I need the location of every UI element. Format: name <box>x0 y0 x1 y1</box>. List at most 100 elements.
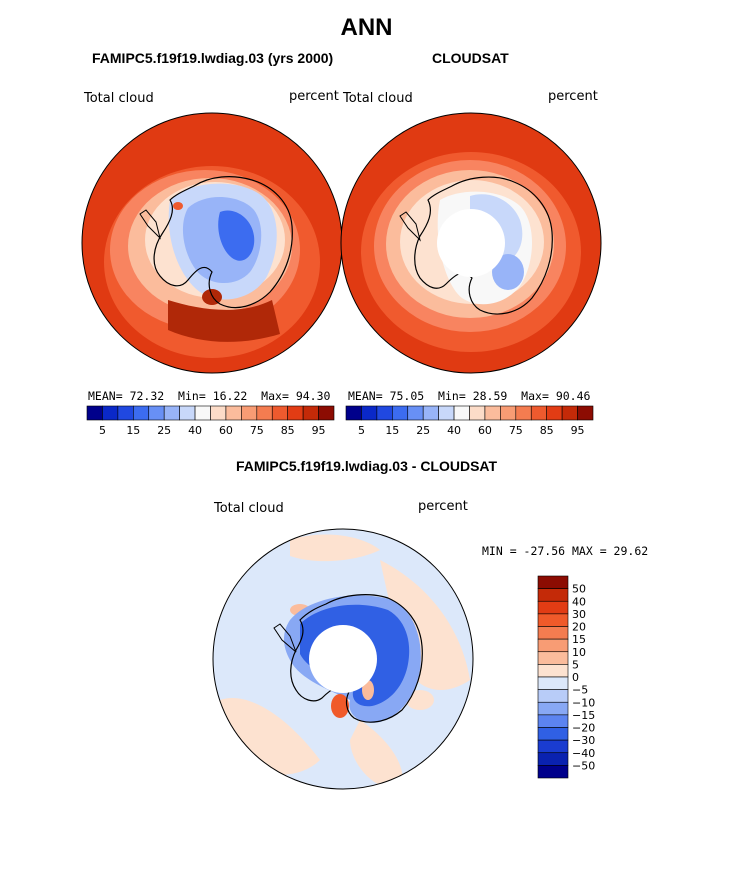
obs-colorbar-tick-label: 75 <box>509 424 523 437</box>
diff-colorbar-label: −20 <box>572 722 595 735</box>
diff-colorbar-swatch <box>537 638 569 653</box>
diff-colorbar-swatch <box>537 739 569 754</box>
model-colorbar-swatch <box>102 405 119 421</box>
diff-colorbar-label: 40 <box>572 595 586 608</box>
obs-colorbar-swatch <box>376 405 393 421</box>
obs-variable-label: Total cloud <box>343 91 413 106</box>
diff-colorbar-label: 50 <box>572 583 586 596</box>
diff-colorbar-swatch <box>537 765 569 779</box>
diff-colorbar-swatch <box>537 664 569 678</box>
obs-panel-title: CLOUDSAT <box>432 50 509 66</box>
model-colorbar-swatch <box>117 405 134 421</box>
obs-mean-value: 75.05 <box>389 389 425 403</box>
model-colorbar-swatch <box>256 405 273 421</box>
obs-colorbar-tick-label: 40 <box>447 424 461 437</box>
model-colorbar-swatch <box>318 405 335 421</box>
diff-colorbar-label: 30 <box>572 608 586 621</box>
obs-colorbar-swatch <box>345 405 362 421</box>
obs-stats: MEAN= 75.05 Min= 28.59 Max= 90.46 <box>348 389 590 403</box>
obs-mean-label: MEAN= <box>348 389 383 403</box>
obs-colorbar-swatch <box>561 405 578 421</box>
obs-colorbar-swatch <box>422 405 439 421</box>
model-min-value: 16.22 <box>212 389 248 403</box>
model-colorbar-tick-label: 75 <box>250 424 264 437</box>
model-colorbar-tick-label: 15 <box>126 424 140 437</box>
obs-max-value: 90.46 <box>555 389 591 403</box>
diff-colorbar-swatch <box>537 626 569 640</box>
model-colorbar-swatch <box>241 405 258 421</box>
obs-colorbar-swatch <box>500 405 517 421</box>
obs-colorbar-swatch <box>392 405 409 421</box>
model-mean-value: 72.32 <box>129 389 165 403</box>
model-stats: MEAN= 72.32 Min= 16.22 Max= 94.30 <box>88 389 330 403</box>
diff-colorbar-label: −5 <box>572 684 588 697</box>
obs-colorbar-swatch <box>515 405 532 421</box>
diff-map-polar-gap <box>309 625 377 693</box>
model-variable-label: Total cloud <box>84 91 154 106</box>
obs-colorbar-swatch <box>577 405 594 421</box>
diff-units-label: percent <box>418 499 468 514</box>
obs-min-value: 28.59 <box>472 389 508 403</box>
obs-colorbar-swatch <box>361 405 378 421</box>
diff-colorbar-swatch <box>537 600 569 615</box>
page-title: ANN <box>340 14 393 41</box>
model-colorbar-tick-label: 40 <box>188 424 202 437</box>
obs-colorbar-tick-label: 15 <box>385 424 399 437</box>
model-colorbar-swatch <box>179 405 196 421</box>
model-min-label: Min= <box>178 389 206 403</box>
diff-colorbar-label: −10 <box>572 696 595 709</box>
diff-colorbar-swatch <box>537 701 569 716</box>
diff-map-border <box>212 528 474 790</box>
diff-colorbar-swatch <box>537 588 569 602</box>
obs-colorbar-swatch <box>438 405 455 421</box>
model-colorbar-swatch <box>148 405 165 421</box>
obs-colorbar-tick-label: 5 <box>358 424 365 437</box>
diff-colorbar-label: −40 <box>572 747 595 760</box>
diff-colorbar-label: 10 <box>572 646 586 659</box>
obs-colorbar-swatch <box>546 405 563 421</box>
model-colorbar-swatch <box>225 405 242 421</box>
diff-colorbar-swatch <box>537 727 569 741</box>
diff-colorbar-swatch <box>537 689 569 703</box>
model-colorbar-swatch <box>133 405 150 421</box>
obs-colorbar-tick-label: 60 <box>478 424 492 437</box>
diff-colorbar-swatch <box>537 651 569 665</box>
diff-variable-label: Total cloud <box>214 501 284 516</box>
model-colorbar-swatch <box>271 405 288 421</box>
diff-minmax: MIN = -27.56 MAX = 29.62 <box>482 544 649 558</box>
model-colorbar-swatch <box>287 405 304 421</box>
model-units-label: percent <box>289 89 339 104</box>
obs-min-label: Min= <box>438 389 466 403</box>
obs-colorbar-tick-label: 95 <box>571 424 585 437</box>
diff-colorbar-label: −50 <box>572 759 595 772</box>
diff-colorbar-label: 0 <box>572 671 579 684</box>
model-colorbar-tick-label: 95 <box>312 424 326 437</box>
diff-colorbar-label: −30 <box>572 734 595 747</box>
model-colorbar-swatch <box>86 405 103 421</box>
diff-colorbar-swatch <box>537 613 569 627</box>
diff-colorbar-swatch <box>537 714 569 728</box>
diff-colorbar-label: −15 <box>572 709 595 722</box>
model-colorbar-swatch <box>194 405 211 421</box>
obs-map-polar-gap <box>437 209 505 277</box>
model-max-label: Max= <box>261 389 289 403</box>
model-colorbar-swatch <box>302 405 319 421</box>
obs-max-label: Max= <box>521 389 549 403</box>
diff-colorbar-label: 20 <box>572 621 586 634</box>
obs-map-border <box>340 112 602 374</box>
model-panel-title: FAMIPC5.f19f19.lwdiag.03 (yrs 2000) <box>92 50 334 66</box>
obs-colorbar-swatch <box>407 405 424 421</box>
diff-colorbar-label: 5 <box>572 658 579 671</box>
model-colorbar-swatch <box>210 405 227 421</box>
obs-colorbar: 5 15 25 40 60 75 85 95 <box>345 405 594 437</box>
model-colorbar-tick-label: 5 <box>99 424 106 437</box>
diff-colorbar-swatch <box>537 676 569 690</box>
model-colorbar: 5 15 25 40 60 75 85 95 <box>86 405 335 437</box>
obs-colorbar-swatch <box>484 405 501 421</box>
model-colorbar-swatch <box>163 405 180 421</box>
obs-units-label: percent <box>548 89 598 104</box>
obs-colorbar-tick-label: 85 <box>540 424 554 437</box>
model-colorbar-tick-label: 85 <box>281 424 295 437</box>
